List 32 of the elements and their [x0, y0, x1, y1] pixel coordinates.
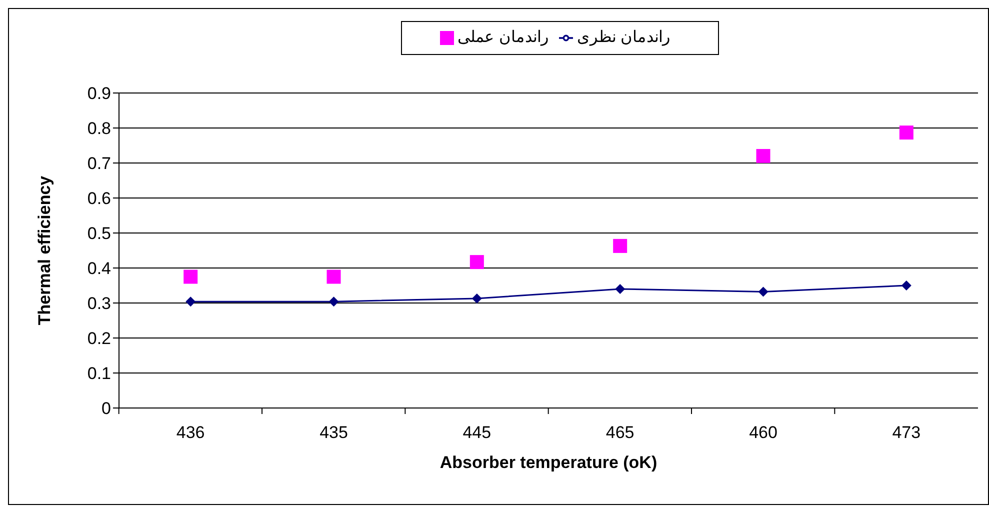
point [615, 284, 626, 294]
x-tick-label: 460 [749, 423, 778, 442]
point [901, 280, 912, 290]
y-tick-label: 0.9 [87, 84, 111, 104]
y-tick-label: 0.1 [87, 364, 111, 384]
y-tick-label: 0.3 [87, 294, 111, 314]
y-tick-label: 0.5 [87, 224, 111, 244]
y-tick-label: 0 [102, 399, 111, 418]
point [899, 126, 914, 140]
x-tick-label: 435 [320, 423, 348, 442]
point [758, 286, 768, 297]
y-tick-label: 0.6 [87, 189, 111, 208]
point [756, 149, 770, 163]
x-axis-title: Absorber temperature (oK) [440, 453, 658, 472]
legend-label: راندمان عملی [458, 29, 549, 46]
point [613, 238, 628, 253]
x-tick-label: 436 [176, 423, 205, 442]
y-tick-label: 0.7 [87, 154, 111, 174]
point [184, 270, 198, 284]
point [470, 255, 484, 270]
point [328, 296, 339, 307]
point [472, 293, 482, 304]
x-tick-label: 465 [606, 423, 634, 442]
point [186, 296, 196, 307]
y-axis-title: Thermal efficiency [35, 175, 54, 326]
y-tick-label: 0.8 [87, 119, 111, 138]
legend-label: راندمان نظری [577, 29, 670, 46]
y-tick-label: 0.2 [87, 329, 111, 348]
x-tick-label: 445 [462, 423, 492, 442]
y-tick-label: 0.4 [87, 259, 111, 278]
point [326, 270, 341, 284]
x-tick-label: 473 [892, 423, 921, 442]
